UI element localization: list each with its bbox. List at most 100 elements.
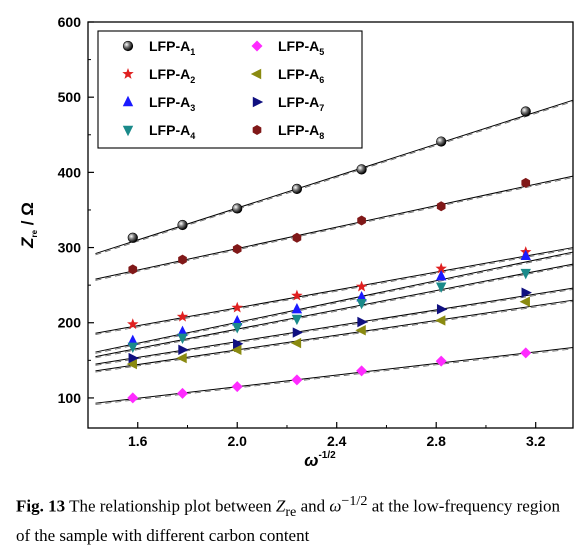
fit-line-5 xyxy=(95,347,574,404)
x-tick-label-3: 2.8 xyxy=(426,433,446,449)
legend-marker-7 xyxy=(252,96,264,108)
legend-marker-2 xyxy=(122,68,134,79)
legend-label-2: LFP-A2 xyxy=(149,66,195,85)
point-3-3 xyxy=(232,315,243,326)
point-1-1 xyxy=(127,232,138,243)
point-8-1 xyxy=(128,264,138,275)
point-6-2 xyxy=(176,352,187,364)
point-8-4 xyxy=(292,232,302,243)
fit-line-7 xyxy=(95,287,574,365)
legend-marker-1 xyxy=(122,40,134,52)
point-3-5 xyxy=(356,290,367,302)
point-5-3 xyxy=(231,381,243,393)
point-4-7 xyxy=(520,268,531,280)
point-4-4 xyxy=(291,314,303,326)
x-axis-title: ω-1/2 xyxy=(304,450,336,470)
legend-label-8: LFP-A8 xyxy=(278,122,324,141)
point-6-7 xyxy=(519,296,530,307)
point-5-5 xyxy=(356,365,368,377)
y-tick-label-2: 300 xyxy=(58,240,82,256)
fit-line-dash-5 xyxy=(95,348,574,405)
legend-label-4: LFP-A4 xyxy=(149,122,195,141)
caption-text-2: and xyxy=(300,496,326,516)
axis-ticks: 1.6 2.0 2.4 2.8 3.2 100 200 300 400 500 600 xyxy=(58,14,546,449)
point-8-5 xyxy=(357,215,366,226)
point-7-4 xyxy=(292,327,304,338)
point-1-7 xyxy=(520,106,531,117)
legend-marker-6 xyxy=(250,68,262,80)
point-2-5 xyxy=(355,280,368,292)
point-3-7 xyxy=(520,249,531,261)
point-7-3 xyxy=(233,338,244,349)
point-8-7 xyxy=(521,177,531,188)
legend-marker-8 xyxy=(252,125,262,135)
fit-line-1 xyxy=(95,99,574,255)
x-tick-label-0: 1.6 xyxy=(128,433,148,449)
point-6-6 xyxy=(434,315,446,326)
fit-line-dash-8 xyxy=(95,177,574,281)
fit-line-6 xyxy=(95,299,574,372)
fit-line-dash-2 xyxy=(95,248,574,335)
y-tick-label-0: 100 xyxy=(58,390,82,406)
point-6-1 xyxy=(126,358,137,370)
fit-line-dash-3 xyxy=(95,252,574,354)
point-8-2 xyxy=(178,254,187,265)
point-2-4 xyxy=(291,289,303,301)
fit-line-8 xyxy=(95,175,574,280)
point-1-3 xyxy=(232,203,243,214)
legend-label-3: LFP-A3 xyxy=(149,94,195,113)
point-7-1 xyxy=(128,352,139,364)
fit-line-3 xyxy=(95,251,574,353)
legend-label-7: LFP-A7 xyxy=(278,94,324,113)
x-tick-label-2: 2.4 xyxy=(327,433,347,449)
legend-marker-4 xyxy=(122,125,134,137)
point-5-1 xyxy=(127,392,139,404)
point-1-4 xyxy=(291,183,303,195)
chart: 1.6 2.0 2.4 2.8 3.2 100 200 300 400 500 600 LFP-A1… xyxy=(18,14,574,470)
y-tick-label-1: 200 xyxy=(58,315,82,331)
point-3-4 xyxy=(291,303,303,314)
legend-label-5: LFP-A5 xyxy=(278,38,324,57)
caption-text-1: The relationship plot between xyxy=(69,496,272,516)
point-4-2 xyxy=(177,333,188,344)
y-tick-label-5: 600 xyxy=(58,14,82,30)
point-7-5 xyxy=(357,316,368,328)
caption-omega-sup: −1/2 xyxy=(341,493,368,509)
point-5-6 xyxy=(435,355,447,367)
fit-line-dash-1 xyxy=(95,101,574,256)
point-1-5 xyxy=(356,164,367,175)
legend-box xyxy=(97,30,363,149)
y-tick-label-3: 400 xyxy=(58,164,82,180)
point-5-4 xyxy=(291,374,303,386)
point-2-1 xyxy=(127,318,139,330)
point-1-6 xyxy=(436,136,447,147)
legend-label-6: LFP-A6 xyxy=(278,66,324,85)
caption-zre-sub: re xyxy=(285,504,297,521)
fit-line-4 xyxy=(95,263,574,358)
fit-lines xyxy=(95,99,574,405)
legend: LFP-A1 LFP-A2 LFP-A3 LFP-A4 LFP-A5 LFP-A6 LFP-… xyxy=(97,30,363,149)
point-1-2 xyxy=(177,219,188,231)
point-3-2 xyxy=(177,325,188,336)
y-axis-title: Zre / Ω xyxy=(18,202,39,249)
point-4-5 xyxy=(356,298,367,310)
point-6-5 xyxy=(355,325,366,336)
data-points xyxy=(126,106,532,404)
caption-zre: Z xyxy=(275,496,286,516)
point-8-3 xyxy=(232,244,242,255)
point-2-6 xyxy=(435,262,447,274)
fit-line-dash-7 xyxy=(95,289,574,366)
point-2-2 xyxy=(176,310,189,322)
fit-line-2 xyxy=(95,247,574,334)
point-4-6 xyxy=(435,282,447,293)
point-3-6 xyxy=(435,269,447,281)
point-3-1 xyxy=(127,334,138,345)
caption-text-3: at the low-frequency region of the sampl… xyxy=(16,496,561,546)
point-7-2 xyxy=(178,344,189,356)
point-6-4 xyxy=(290,337,302,349)
legend-marker-3 xyxy=(122,95,134,107)
x-tick-label-4: 3.2 xyxy=(526,433,546,449)
point-4-3 xyxy=(232,323,243,334)
legend-marker-5 xyxy=(251,40,263,52)
y-tick-label-4: 500 xyxy=(58,89,82,105)
